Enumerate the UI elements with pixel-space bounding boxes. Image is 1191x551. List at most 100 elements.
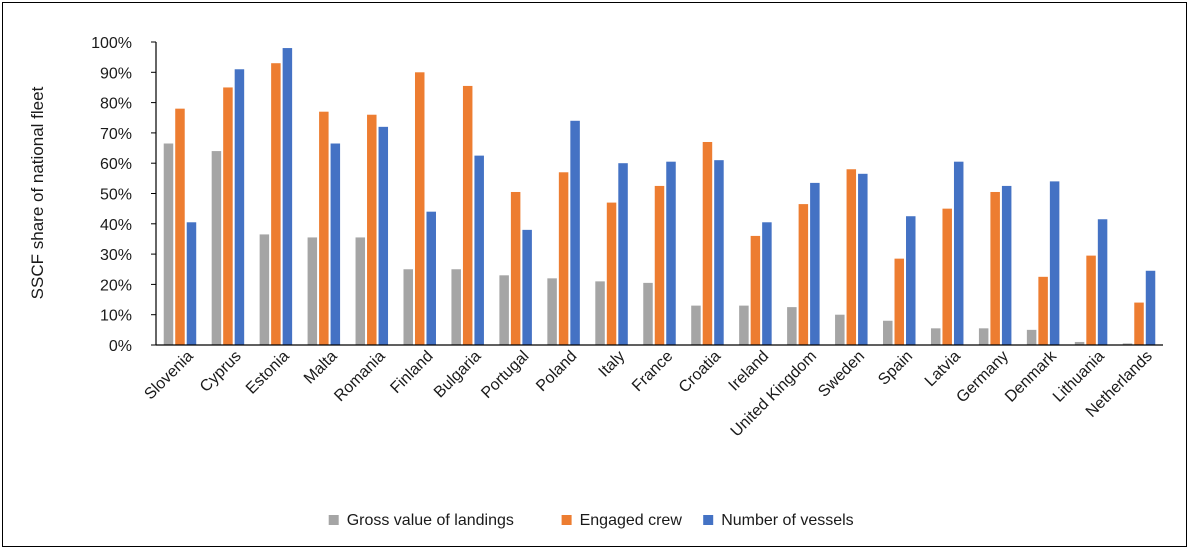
bar-gross-value-of-landings-latvia [930, 328, 941, 345]
bar-number-of-vessels-portugal [522, 229, 532, 345]
x-tick-label: Poland [533, 348, 580, 395]
bar-number-of-vessels-denmark [1049, 181, 1060, 345]
x-tick-label: Ireland [726, 348, 773, 395]
bar-engaged-crew-united-kingdom [798, 204, 809, 345]
bar-engaged-crew-romania [367, 114, 377, 345]
bar-engaged-crew-italy [606, 202, 617, 345]
x-tick-label: Cyprus [197, 348, 245, 396]
x-tick-label: Estonia [243, 348, 293, 398]
x-tick-label: Croatia [676, 348, 725, 397]
y-tick-label: 40% [100, 217, 132, 234]
bar-engaged-crew-spain [894, 258, 905, 345]
y-axis: 0% 10% 20% 30% 40% 50% 60% 70% 80% 90% 100% [91, 35, 157, 355]
bar-number-of-vessels-estonia [282, 48, 293, 346]
bar-engaged-crew-estonia [271, 63, 281, 346]
bar-number-of-vessels-malta [330, 143, 341, 345]
bar-gross-value-of-landings-estonia [259, 234, 270, 345]
bar-engaged-crew-portugal [510, 191, 521, 345]
bar-engaged-crew-germany [990, 191, 1000, 345]
bar-gross-value-of-landings-sweden [835, 314, 845, 345]
x-tick-label: Spain [875, 348, 916, 389]
y-tick-label: 90% [100, 65, 132, 82]
bar-number-of-vessels-finland [426, 211, 436, 345]
legend-swatch [328, 515, 339, 525]
bar-number-of-vessels-sweden [858, 173, 868, 345]
bar-number-of-vessels-romania [378, 126, 389, 345]
bar-number-of-vessels-spain [906, 216, 916, 345]
y-tick-label: 0% [109, 338, 132, 355]
y-tick-label: 80% [100, 96, 132, 113]
bar-gross-value-of-landings-spain [883, 320, 893, 345]
x-tick-label: Germany [953, 348, 1012, 407]
bar-engaged-crew-finland [414, 72, 425, 346]
x-tick-label: United Kingdom [728, 348, 821, 441]
bar-engaged-crew-poland [558, 172, 569, 345]
bar-number-of-vessels-cyprus [234, 69, 245, 346]
x-tick-label: Bulgaria [431, 348, 485, 402]
bar-engaged-crew-latvia [942, 208, 952, 345]
bar-engaged-crew-sweden [846, 169, 857, 345]
bar-number-of-vessels-ireland [762, 222, 772, 345]
bar-number-of-vessels-netherlands [1145, 270, 1156, 345]
bar-gross-value-of-landings-romania [355, 237, 366, 345]
bar-number-of-vessels-france [666, 161, 676, 345]
x-tick-label: Sweden [815, 348, 868, 401]
y-tick-label: 10% [100, 308, 132, 325]
x-tick-label: Slovenia [141, 348, 196, 403]
bar-gross-value-of-landings-italy [595, 281, 605, 345]
bar-gross-value-of-landings-cyprus [211, 151, 222, 345]
legend-label: Number of vessels [721, 512, 854, 529]
y-tick-label: 60% [100, 156, 132, 173]
bar-number-of-vessels-latvia [953, 161, 964, 345]
x-tick-label: Malta [301, 348, 341, 388]
bar-engaged-crew-bulgaria [462, 85, 473, 345]
bar-number-of-vessels-croatia [714, 160, 724, 345]
legend-swatch [561, 515, 572, 525]
bar-engaged-crew-france [654, 185, 665, 345]
bar-number-of-vessels-poland [570, 120, 580, 345]
bar-number-of-vessels-bulgaria [474, 155, 484, 345]
bar-engaged-crew-slovenia [175, 108, 185, 345]
bar-gross-value-of-landings-bulgaria [451, 269, 461, 345]
x-tick-label: Italy [596, 348, 629, 381]
y-tick-label: 50% [100, 187, 132, 204]
bar-gross-value-of-landings-malta [307, 237, 318, 345]
x-tick-label: France [629, 348, 676, 395]
bar-number-of-vessels-italy [618, 163, 628, 345]
bar-number-of-vessels-lithuania [1097, 219, 1108, 345]
x-tick-label: Finland [387, 348, 436, 397]
bar-gross-value-of-landings-united-kingdom [787, 307, 797, 345]
bars [163, 48, 1156, 346]
bar-gross-value-of-landings-ireland [739, 305, 749, 345]
bar-gross-value-of-landings-netherlands [1122, 343, 1133, 345]
bar-gross-value-of-landings-denmark [1026, 329, 1037, 345]
y-tick-label: 20% [100, 277, 132, 294]
bar-gross-value-of-landings-france [643, 282, 653, 345]
bar-gross-value-of-landings-croatia [691, 305, 701, 345]
legend-label: Gross value of landings [347, 512, 514, 529]
bar-gross-value-of-landings-slovenia [163, 143, 174, 345]
x-tick-label: Romania [331, 348, 388, 405]
bar-number-of-vessels-germany [1001, 185, 1012, 345]
bar-engaged-crew-ireland [750, 235, 761, 345]
bar-gross-value-of-landings-portugal [499, 275, 509, 345]
bar-engaged-crew-croatia [702, 141, 713, 345]
bar-chart: 0% 10% 20% 30% 40% 50% 60% 70% 80% 90% 100% Sloven… [28, 35, 1163, 529]
x-tick-label: Portugal [478, 348, 532, 402]
bar-engaged-crew-lithuania [1086, 255, 1096, 345]
bar-gross-value-of-landings-finland [403, 269, 413, 345]
bar-gross-value-of-landings-lithuania [1074, 341, 1085, 345]
bar-gross-value-of-landings-poland [547, 278, 557, 345]
bar-engaged-crew-netherlands [1134, 302, 1144, 345]
bar-gross-value-of-landings-germany [978, 328, 989, 345]
bar-engaged-crew-cyprus [223, 87, 233, 345]
legend-label: Engaged crew [580, 512, 683, 529]
y-axis-label: SSCF share of national fleet [28, 86, 47, 299]
y-tick-label: 100% [91, 35, 132, 52]
x-tick-label: Latvia [922, 348, 964, 390]
legend: Gross value of landings Engaged crew Numbe… [328, 512, 854, 529]
bar-number-of-vessels-slovenia [186, 222, 197, 345]
bar-engaged-crew-denmark [1038, 276, 1048, 345]
